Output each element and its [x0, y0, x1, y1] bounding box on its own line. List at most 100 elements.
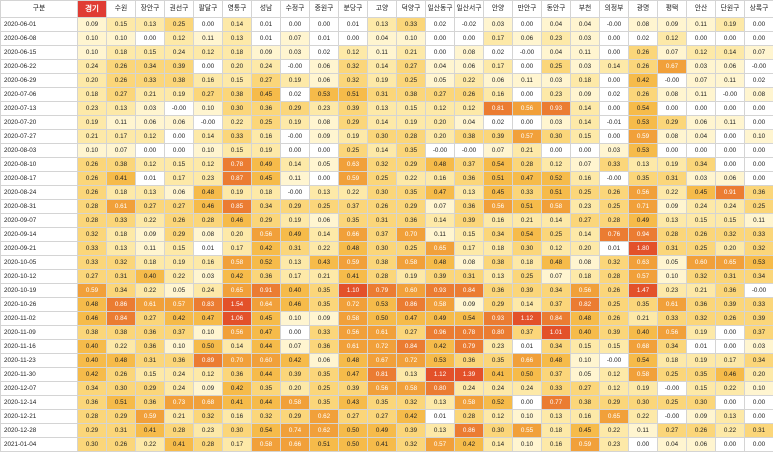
table-cell: 0.26: [629, 60, 658, 74]
table-cell: 0.25: [368, 172, 397, 186]
table-cell: 0.59: [339, 256, 368, 270]
table-cell: 0.30: [78, 438, 107, 452]
table-cell: 0.26: [600, 284, 629, 298]
table-cell: 0.02: [310, 46, 339, 60]
table-cell: 0.29: [397, 158, 426, 172]
table-cell: 0.10: [513, 438, 542, 452]
table-cell: 0.46: [78, 312, 107, 326]
table-cell: 0.48: [194, 186, 223, 200]
table-cell: 0.32: [397, 438, 426, 452]
table-cell: 0.59: [339, 172, 368, 186]
table-cell: 0.25: [397, 242, 426, 256]
table-cell: 0.07: [107, 144, 136, 158]
table-cell: 0.93: [542, 102, 571, 116]
table-cell: 0.49: [629, 214, 658, 228]
row-date: 2020-08-31: [1, 200, 78, 214]
table-cell: 0.61: [136, 298, 165, 312]
table-cell: 0.81: [484, 102, 513, 116]
table-cell: 0.19: [165, 88, 194, 102]
table-cell: 0.35: [397, 144, 426, 158]
table-cell: 0.36: [397, 214, 426, 228]
table-cell: 0.54: [455, 312, 484, 326]
table-cell: 0.58: [455, 396, 484, 410]
table-cell: 0.03: [571, 60, 600, 74]
row-date: 2020-10-05: [1, 256, 78, 270]
table-cell: 0.40: [629, 326, 658, 340]
table-cell: 0.24: [165, 382, 194, 396]
table-cell: 0.25: [571, 186, 600, 200]
table-cell: 0.23: [542, 32, 571, 46]
table-cell: 0.33: [397, 18, 426, 32]
table-cell: 0.10: [745, 382, 773, 396]
table-cell: 0.13: [136, 186, 165, 200]
table-cell: 0.12: [136, 158, 165, 172]
table-cell: 0.30: [107, 382, 136, 396]
table-cell: 0.22: [165, 270, 194, 284]
table-cell: 0.00: [600, 74, 629, 88]
table-cell: 0.12: [194, 158, 223, 172]
table-cell: 0.79: [455, 340, 484, 354]
table-cell: 0.21: [513, 144, 542, 158]
table-cell: 0.01: [310, 32, 339, 46]
table-cell: 0.48: [426, 256, 455, 270]
table-cell: 0.34: [745, 270, 773, 284]
table-cell: 0.36: [484, 284, 513, 298]
table-cell: -0.00: [194, 116, 223, 130]
table-cell: 0.37: [455, 158, 484, 172]
table-cell: 0.07: [687, 74, 716, 88]
table-cell: 0.53: [629, 116, 658, 130]
table-cell: 0.54: [252, 424, 281, 438]
header-region: 의정부: [600, 1, 629, 18]
table-cell: 0.23: [571, 200, 600, 214]
table-cell: 0.13: [542, 410, 571, 424]
table-cell: 0.15: [571, 130, 600, 144]
table-cell: 0.04: [571, 18, 600, 32]
table-cell: 0.16: [194, 74, 223, 88]
table-cell: 0.27: [397, 326, 426, 340]
header-region: 부천: [571, 1, 600, 18]
table-cell: 0.16: [252, 130, 281, 144]
table-cell: 0.52: [484, 396, 513, 410]
table-cell: 0.66: [513, 354, 542, 368]
table-cell: 1.12: [513, 312, 542, 326]
table-cell: 0.20: [426, 116, 455, 130]
table-cell: 0.36: [687, 298, 716, 312]
table-cell: 0.77: [542, 396, 571, 410]
header-region: 단원구: [716, 1, 745, 18]
table-cell: 0.32: [107, 256, 136, 270]
table-cell: 0.10: [745, 130, 773, 144]
table-cell: 0.32: [716, 228, 745, 242]
row-date: 2020-11-23: [1, 354, 78, 368]
table-cell: 0.28: [455, 410, 484, 424]
table-cell: 0.31: [368, 214, 397, 228]
table-cell: 0.06: [310, 354, 339, 368]
table-cell: 0.21: [687, 284, 716, 298]
table-cell: 0.22: [455, 74, 484, 88]
table-cell: 0.45: [687, 186, 716, 200]
table-cell: 0.14: [542, 214, 571, 228]
table-cell: 0.24: [194, 284, 223, 298]
header-region: 고양: [368, 1, 397, 18]
table-cell: 0.28: [78, 200, 107, 214]
table-cell: 0.12: [600, 382, 629, 396]
table-cell: 0.00: [716, 102, 745, 116]
table-cell: 0.11: [571, 46, 600, 60]
table-cell: 0.34: [107, 284, 136, 298]
table-cell: 0.18: [658, 354, 687, 368]
table-cell: 0.15: [455, 228, 484, 242]
table-cell: 0.15: [107, 18, 136, 32]
table-cell: 0.36: [455, 172, 484, 186]
table-cell: 0.00: [745, 116, 773, 130]
table-cell: 0.41: [107, 172, 136, 186]
table-cell: 0.00: [716, 438, 745, 452]
table-cell: 0.43: [339, 396, 368, 410]
table-cell: -0.00: [600, 354, 629, 368]
table-cell: 0.93: [426, 284, 455, 298]
table-cell: 0.06: [687, 116, 716, 130]
table-cell: 0.15: [223, 74, 252, 88]
